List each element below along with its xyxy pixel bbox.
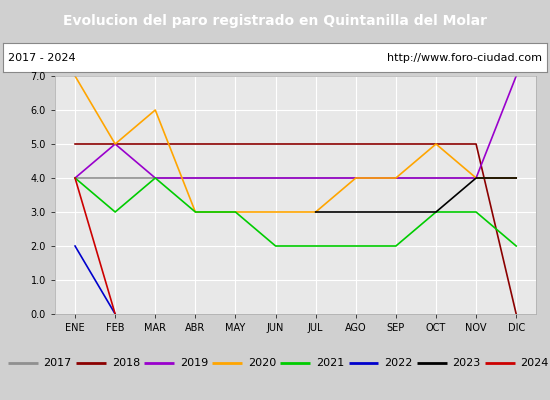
Text: 2017 - 2024: 2017 - 2024 <box>8 53 76 63</box>
Text: 2020: 2020 <box>248 358 276 368</box>
Text: Evolucion del paro registrado en Quintanilla del Molar: Evolucion del paro registrado en Quintan… <box>63 14 487 28</box>
Text: 2018: 2018 <box>112 358 140 368</box>
Text: 2022: 2022 <box>384 358 412 368</box>
Text: 2017: 2017 <box>43 358 72 368</box>
Text: 2021: 2021 <box>316 358 344 368</box>
Text: 2019: 2019 <box>180 358 208 368</box>
Text: 2023: 2023 <box>452 358 480 368</box>
Text: 2024: 2024 <box>520 358 548 368</box>
Text: http://www.foro-ciudad.com: http://www.foro-ciudad.com <box>387 53 542 63</box>
